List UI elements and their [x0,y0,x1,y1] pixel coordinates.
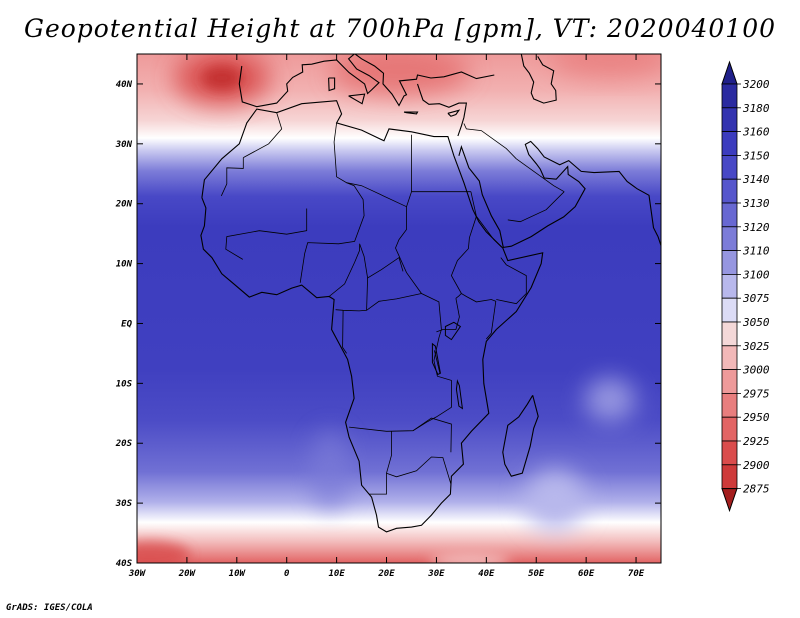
country-border [434,350,441,374]
europe-coastline [238,54,380,108]
lat-label: 30S [115,499,133,509]
coastline [200,54,695,533]
country-border [342,310,347,354]
geopotential-field [137,54,661,563]
country-border [476,216,503,248]
country-border [243,112,283,158]
colorbar-swatch [721,202,738,228]
madagascar-coastline [502,395,539,477]
arabia-coastline [458,140,659,249]
lat-label: 20S [115,439,133,449]
colorbar-swatch [721,226,738,252]
country-border [386,456,452,485]
colorbar-label: 3150 [742,149,770,162]
balkan-coastline [354,54,495,107]
colorbar-label: 2900 [743,459,770,472]
colorbar-label: 3120 [742,221,770,234]
colorbar-label: 3160 [742,126,770,139]
country-border [299,182,365,283]
country-border [412,417,452,453]
colorbar-bottom-arrow [721,488,738,513]
colorbar-swatch [721,154,738,180]
lat-label: 10N [116,260,133,270]
colorbar-label: 3000 [742,364,770,377]
colorbar-swatch [721,107,738,133]
colorbar-swatch [721,345,738,370]
lon-label: 40E [478,569,495,579]
country-border [335,277,368,312]
colorbar-label: 3140 [742,173,770,186]
colorbar-label: 2975 [743,387,770,400]
country-border [366,293,422,311]
lat-label: 40S [116,559,133,569]
colorbar-swatch [721,464,738,489]
colorbar-label: 3130 [742,197,770,210]
colorbar-label: 3075 [742,292,770,305]
country-border [463,123,517,160]
lat-label: 20N [115,200,133,210]
colorbar-swatch [721,273,738,299]
lon-label: 10W [229,569,247,579]
country-border [455,292,497,340]
caspian-coastline [520,54,557,104]
sicily-coastline [348,93,366,105]
colorbar-label: 3050 [742,316,770,329]
colorbar-label: 3180 [742,102,770,115]
grads-credit: GrADS: IGES/COLA [6,603,93,613]
lon-label: 30W [128,569,147,579]
lon-label: 10E [328,569,345,579]
country-border [516,158,565,193]
colorbar-swatch [721,369,738,394]
lon-label: 30E [427,569,445,579]
colorbar-swatch [721,178,738,204]
lake-victoria [444,321,462,341]
map-frame [136,53,662,564]
colorbar-swatch [721,416,738,442]
colorbar-swatch [721,250,738,275]
lon-label: 0 [284,569,290,579]
country-border [507,191,565,223]
lat-label: 40N [116,80,133,90]
country-border [436,298,460,333]
africa-coastline [200,100,544,533]
colorbar-swatch [721,83,738,109]
lake-malawi [455,379,464,410]
colorbar-swatch [721,392,738,418]
country-border [220,157,244,197]
sardinia-coastline [328,77,336,92]
lon-label: 60E [578,569,595,579]
crete-coastline [403,111,419,115]
colorbar-label: 2925 [743,435,770,448]
country-border [328,243,404,297]
colorbar-swatch [721,131,738,156]
lon-label: 20E [377,569,395,579]
colorbar-swatch [721,440,738,466]
colorbar-label: 3200 [742,78,770,91]
colorbar-label: 2875 [743,483,770,496]
lon-label: 20W [178,569,197,579]
colorbar-label: 2950 [743,411,770,424]
colorbar-label: 3110 [742,245,770,258]
lat-label: 10S [116,379,133,389]
colorbar-label: 3100 [742,268,770,281]
lake-tanganyika [431,342,441,376]
lon-label: 70E [628,569,645,579]
map-title: Geopotential Height at 700hPa [gpm], VT:… [23,14,777,43]
cyprus-coastline [447,109,461,117]
lat-label: EQ [121,319,132,329]
colorbar-swatch [721,321,738,347]
lat-label: 30N [115,140,133,150]
turkey-coastline [416,83,468,137]
colorbar-top-arrow [721,60,738,85]
country-border [225,208,308,260]
srilanka-coastline [685,265,695,287]
country-border [496,257,527,305]
colorbar-label: 3025 [742,340,770,353]
colorbar-swatch [721,297,738,323]
colorbar: 3200 3180 3160 3150 3140 3130 3120 3110 3100 3075… [721,60,770,513]
lon-label: 50E [528,569,545,579]
